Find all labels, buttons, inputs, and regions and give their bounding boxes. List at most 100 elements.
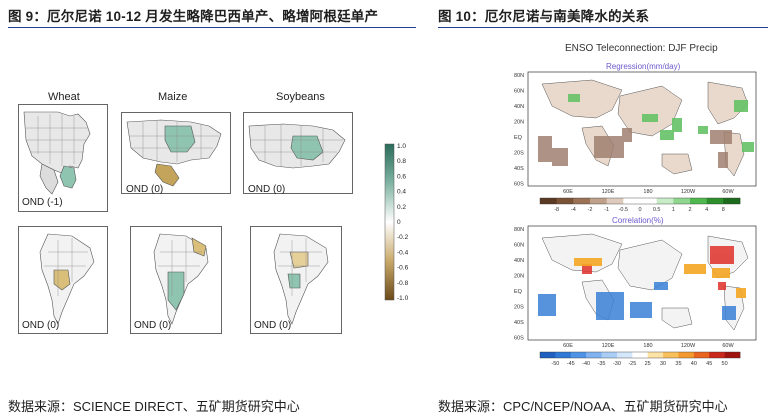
colorbar-tick-label: 45 — [706, 361, 712, 367]
figure-9-caption: 图 9：厄尔尼诺 10-12 月发生略降巴西单产、略增阿根廷单产 — [8, 9, 379, 24]
colorbar-tick-label: 50 — [722, 361, 728, 367]
lat-tick-label: 60N — [514, 89, 524, 95]
colorbar-segment — [656, 198, 674, 204]
lat-tick-label: 80N — [514, 227, 524, 233]
colorbar-tick-label: 0.4 — [397, 189, 406, 196]
colorbar-tick-label: 40 — [691, 361, 697, 367]
colorbar-tick-label: -4 — [571, 207, 576, 213]
regression-title: Regression(mm/day) — [606, 62, 681, 71]
lon-tick-label: 120E — [602, 343, 615, 349]
lon-tick-label: 180 — [643, 189, 652, 195]
lat-tick-label: 80N — [514, 73, 524, 79]
sa-map-maize — [130, 226, 222, 334]
lat-tick-label: 20S — [514, 151, 524, 157]
lon-tick-label: 120W — [681, 189, 696, 195]
colorbar-tick-label: 25 — [645, 361, 651, 367]
colorbar-segment — [693, 352, 710, 358]
yield-colorbar: 1.0 0.8 0.6 0.4 0.2 0 -0.2 -0.4 -0.6 -0.8 -1.0 — [384, 143, 409, 302]
colorbar-segment — [706, 198, 724, 204]
lat-tick-label: 40N — [514, 104, 524, 110]
colorbar-segment — [673, 198, 691, 204]
colorbar-tick-label: 1 — [672, 207, 675, 213]
lat-tick-label: 60S — [514, 336, 524, 342]
sa-map-soybeans — [250, 226, 342, 334]
lat-tick-label: 60N — [514, 243, 524, 249]
colorbar-tick-label: -40 — [582, 361, 590, 367]
lat-tick-label: 20N — [514, 120, 524, 126]
colorbar-segment — [623, 198, 641, 204]
col-title-maize: Maize — [158, 91, 188, 103]
colorbar-tick-label: 0.5 — [653, 207, 661, 213]
colorbar-tick-label: 4 — [705, 207, 708, 213]
col-title-wheat: Wheat — [48, 91, 80, 103]
colorbar-segment — [555, 352, 572, 358]
colorbar-segment — [601, 352, 618, 358]
lat-tick-label: EQ — [514, 289, 523, 295]
colorbar-segment — [640, 198, 657, 204]
colorbar-tick-label: -0.4 — [397, 249, 409, 256]
colorbar-segment — [573, 198, 591, 204]
sa-label-soybeans: OND (0) — [254, 320, 292, 331]
us-map-wheat — [18, 104, 108, 212]
sa-map-wheat — [18, 226, 108, 334]
colorbar-segment — [616, 352, 633, 358]
lat-tick-label: 40N — [514, 258, 524, 264]
colorbar-tick-label: 2 — [688, 207, 691, 213]
colorbar-segment — [540, 198, 557, 204]
us-label-maize: OND (0) — [126, 184, 164, 195]
lat-tick-label: 20N — [514, 274, 524, 280]
colorbar-tick-label: -0.8 — [397, 280, 409, 287]
colorbar-tick-label: 35 — [675, 361, 681, 367]
lon-tick-label: 60W — [722, 343, 734, 349]
colorbar-tick-label: -1 — [604, 207, 609, 213]
colorbar-segment — [690, 198, 707, 204]
us-label-soybeans: OND (0) — [248, 184, 286, 195]
colorbar-tick-label: -30 — [613, 361, 621, 367]
colorbar-tick-label: -45 — [567, 361, 575, 367]
colorbar-tick-label: -0.5 — [619, 207, 628, 213]
lat-tick-label: 40S — [514, 166, 524, 172]
lon-tick-label: 120W — [681, 343, 696, 349]
colorbar-tick-label: 30 — [660, 361, 666, 367]
colorbar-tick-label: 1.0 — [397, 143, 406, 150]
lon-tick-label: 60E — [563, 189, 573, 195]
lat-tick-label: 20S — [514, 305, 524, 311]
correlation-map: 80N 60N 40N 20N EQ 20S 40S 60S 60E 120E 180 120W 60… — [514, 225, 757, 367]
lat-tick-label: 60S — [514, 182, 524, 188]
colorbar-tick-label: 0 — [638, 207, 641, 213]
colorbar-segment — [586, 352, 602, 358]
lon-tick-label: 180 — [643, 343, 652, 349]
colorbar-tick-label: -0.2 — [397, 234, 409, 241]
colorbar-tick-label: -35 — [598, 361, 606, 367]
correlation-title: Correlation(%) — [612, 216, 664, 225]
colorbar-tick-label: -0.6 — [397, 265, 409, 272]
colorbar-segment — [590, 198, 607, 204]
colorbar-segment — [647, 352, 664, 358]
colorbar-tick-label: 0.8 — [397, 158, 406, 165]
us-map-soybeans — [243, 112, 353, 194]
colorbar-segment — [556, 198, 574, 204]
lat-tick-label: 40S — [514, 320, 524, 326]
colorbar-segment — [724, 352, 741, 358]
lat-tick-label: EQ — [514, 135, 523, 141]
us-label-wheat: OND (-1) — [22, 197, 63, 208]
figure-9-rule — [8, 27, 416, 28]
sa-label-maize: OND (0) — [134, 320, 172, 331]
figure-10-source: 数据来源：CPC/NCEP/NOAA、五矿期货研究中心 — [438, 399, 728, 414]
colorbar-segment — [632, 352, 648, 358]
colorbar-tick-label: 8 — [722, 207, 725, 213]
col-title-soybeans: Soybeans — [276, 91, 325, 103]
colorbar-segment — [540, 352, 556, 358]
lon-tick-label: 120E — [602, 189, 615, 195]
lon-tick-label: 60E — [563, 343, 573, 349]
colorbar-tick-label: 0.6 — [397, 173, 406, 180]
colorbar-tick-label: -8 — [554, 207, 559, 213]
figure-10-caption: 图 10：厄尔尼诺与南美降水的关系 — [438, 9, 650, 24]
colorbar-tick-label: 0.2 — [397, 204, 406, 211]
figure-9-source: 数据来源：SCIENCE DIRECT、五矿期货研究中心 — [8, 399, 300, 414]
us-map-maize — [121, 112, 231, 194]
sa-label-wheat: OND (0) — [22, 320, 60, 331]
colorbar-tick-label: -50 — [551, 361, 559, 367]
colorbar-tick-label: -25 — [628, 361, 636, 367]
